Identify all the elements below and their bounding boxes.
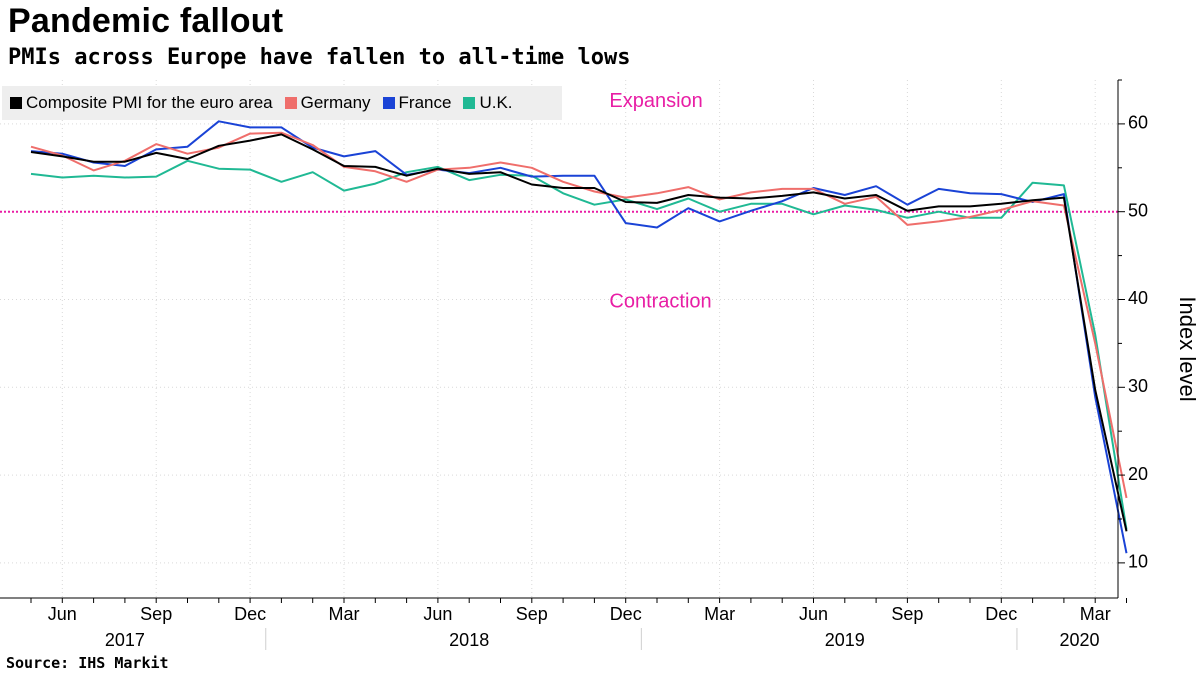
chart-title: Pandemic fallout [8,2,284,40]
x-tick-label-2019-12: Dec [985,604,1017,624]
legend-swatch-france [382,97,395,109]
x-tick-label-2018-03: Mar [329,604,360,624]
x-tick-label-2017-12: Dec [234,604,266,624]
series-line-u-k- [30,159,1128,530]
y-axis: 10 20 30 40 50 60 Index level [1117,79,1200,598]
year-label-2017: 2017 [105,630,145,650]
legend-item-france: France [382,93,452,113]
legend: Composite PMI for the euro area Germany Fr… [2,86,562,120]
y-tick-label-20: 20 [1128,464,1148,484]
legend-swatch-composite-pmi-for-the-euro-area [10,97,22,109]
x-tick-label-2019-03: Mar [704,604,735,624]
x-axis: Jun Sep Dec Mar Jun Sep Dec Mar Jun Sep Dec Mar 2017… [0,597,1127,650]
x-tick-label-2020-03: Mar [1080,604,1111,624]
annotation-contraction: Contraction [609,290,711,312]
y-tick-label-50: 50 [1128,200,1148,220]
series-line-composite-pmi-for-the-euro-area [30,133,1128,532]
year-label-2020: 2020 [1060,630,1100,650]
legend-label-france: France [398,93,452,112]
legend-label-germany: Germany [300,93,371,112]
legend-swatch-germany [284,97,297,109]
x-tick-label-2018-09: Sep [516,604,548,624]
annotation-expansion: Expansion [609,90,702,112]
y-tick-label-10: 10 [1128,552,1148,572]
legend-swatch-u-k- [463,97,476,109]
annotations: Expansion Contraction [609,90,711,312]
chart-subtitle: PMIs across Europe have fallen to all-ti… [8,45,631,70]
y-tick-label-30: 30 [1128,376,1148,396]
legend-label-u-k-: U.K. [479,93,513,112]
source-note: Source: IHS Markit [6,654,169,672]
x-tick-label-2019-06: Jun [799,604,828,624]
y-axis-label: Index level [1175,296,1200,401]
gridlines [0,80,1118,598]
x-tick-label-2017-06: Jun [48,604,77,624]
y-tick-label-60: 60 [1128,113,1148,133]
x-tick-label-2018-06: Jun [423,604,452,624]
x-tick-label-2019-09: Sep [891,604,923,624]
year-label-2018: 2018 [449,630,489,650]
legend-item-u-k-: U.K. [463,93,513,113]
series-lines [30,120,1128,554]
x-tick-label-2018-12: Dec [610,604,642,624]
legend-item-composite-pmi-for-the-euro-area: Composite PMI for the euro area [10,93,273,113]
series-line-france [30,120,1128,554]
y-tick-label-40: 40 [1128,288,1148,308]
legend-item-germany: Germany [284,93,371,113]
legend-label-composite-pmi-for-the-euro-area: Composite PMI for the euro area [26,93,273,112]
year-label-2019: 2019 [825,630,865,650]
x-tick-label-2017-09: Sep [140,604,172,624]
